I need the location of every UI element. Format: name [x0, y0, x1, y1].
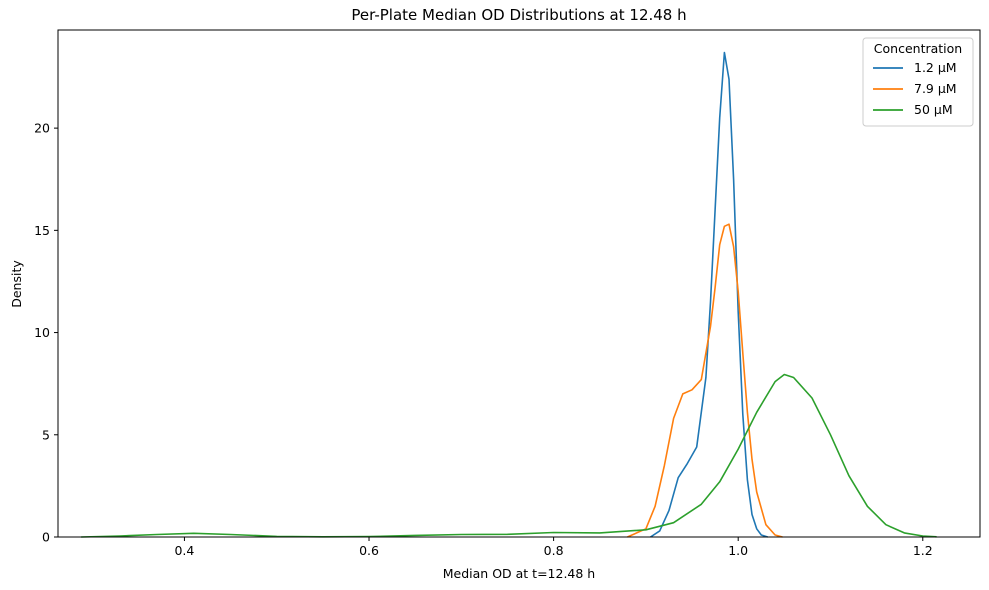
- x-tick-label: 0.4: [174, 543, 194, 558]
- x-axis: 0.4 0.6 0.8 1.0 1.2: [174, 537, 933, 558]
- y-tick-label: 0: [42, 530, 50, 545]
- y-tick-label: 5: [42, 427, 50, 442]
- legend-box: [862, 37, 974, 127]
- x-axis-label: Median OD at t=12.48 h: [443, 566, 595, 581]
- series-line-2: [81, 373, 937, 538]
- legend-label-2: 50 µM: [914, 102, 953, 117]
- legend-label-0: 1.2 µM: [914, 60, 957, 75]
- x-tick-label: 1.2: [913, 543, 933, 558]
- legend-label-1: 7.9 µM: [914, 81, 957, 96]
- x-tick-label: 0.8: [544, 543, 564, 558]
- x-tick-label: 0.6: [359, 543, 379, 558]
- plot-area: [57, 29, 981, 538]
- plot-background: [58, 30, 980, 537]
- series-line-1: [627, 223, 783, 538]
- y-axis: 0 5 10 15 20: [34, 121, 58, 545]
- series-layer: [81, 51, 937, 538]
- y-axis-label: Density: [9, 260, 24, 308]
- series-line-0: [650, 51, 768, 538]
- chart-title: Per-Plate Median OD Distributions at 12.…: [351, 6, 686, 24]
- legend-items: 1.2 µM 7.9 µM 50 µM: [873, 60, 957, 117]
- legend-title: Concentration: [874, 41, 962, 56]
- y-tick-label: 15: [34, 223, 50, 238]
- legend: Concentration 1.2 µM 7.9 µM 50 µM: [862, 37, 974, 127]
- plot-frame: [57, 29, 981, 538]
- x-tick-label: 1.0: [728, 543, 748, 558]
- y-tick-label: 10: [34, 325, 50, 340]
- y-tick-label: 20: [34, 121, 50, 136]
